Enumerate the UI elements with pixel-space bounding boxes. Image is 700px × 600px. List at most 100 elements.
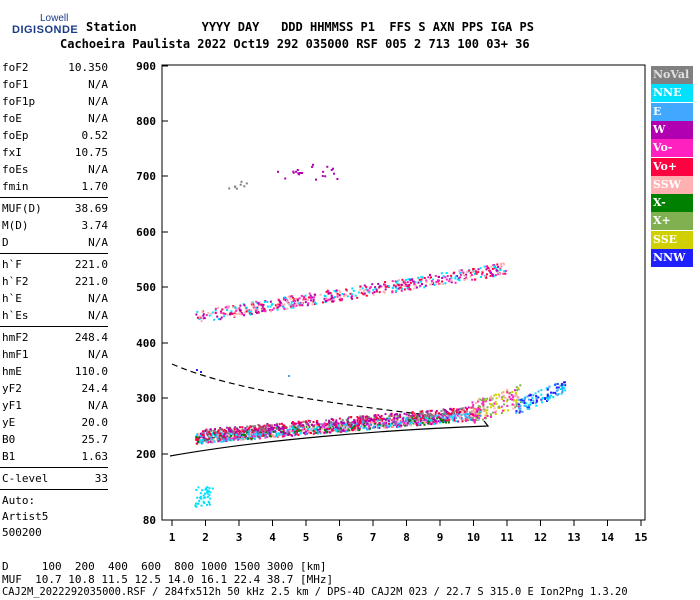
param-row-hmf2: hmF2 248.4 [2,329,108,346]
param-row-foe: foE N/A [2,110,108,127]
param-value: 0.52 [81,129,109,142]
param-value: 25.7 [81,433,109,446]
y-axis: 80 200 300 400 500 600 700 800 900 [136,60,168,527]
trace-dashed-curve [171,363,421,415]
param-label: MUF(D) [2,202,42,215]
param-row-foep: foEp 0.52 [2,127,108,144]
param-label: h`E [2,292,22,305]
param-label: foF1 [2,78,29,91]
param-value: 110.0 [74,365,108,378]
param-value: 221.0 [74,275,108,288]
param-value: N/A [88,399,108,412]
x-tick-label: 12 [534,531,547,544]
x-tick-label: 2 [202,531,209,544]
param-label: foF1p [2,95,36,108]
param-label: M(D) [2,219,29,232]
legend-item-nnw: NNW [651,249,693,267]
param-row-hmf1: hmF1 N/A [2,346,108,363]
param-label: D [2,236,9,249]
param-value: N/A [88,78,108,91]
x-tick-label: 6 [336,531,343,544]
x-tick-label: 14 [601,531,615,544]
x-tick-label: 4 [269,531,276,544]
trace-profile-curve [169,420,490,457]
legend-item-nne: NNE [651,84,693,103]
x-tick-label: 15 [634,531,647,544]
echo-points [194,163,567,508]
param-row-fxi: fxI 10.75 [2,144,108,161]
legend-item-xplus: X+ [651,212,693,231]
x-tick-label: 13 [567,531,580,544]
param-value: 3.74 [81,219,109,232]
param-value: 24.4 [81,382,109,395]
footer-muf-row: MUF 10.7 10.8 11.5 12.5 14.0 16.1 22.4 3… [2,573,334,586]
x-tick-label: 8 [403,531,410,544]
param-value: N/A [88,163,108,176]
legend-item-sse: SSE [651,230,693,249]
param-value: 20.0 [81,416,109,429]
logo-digisonde-text: DIGISONDE [12,24,79,36]
auto-scaling-line: Auto: [2,494,36,507]
param-row-fof1: foF1 N/A [2,76,108,93]
param-separator [0,489,108,490]
x-tick-label: 3 [236,531,243,544]
header-row-1: Station YYYY DAY DDD HHMMSS P1 FFS S AXN… [86,20,534,34]
param-value: N/A [88,95,108,108]
param-label: yF2 [2,382,22,395]
auto-scaling-line: 500200 [2,526,42,539]
header-row-2: Cachoeira Paulista 2022 Oct19 292 035000… [60,37,530,51]
param-row-mufd: MUF(D) 38.69 [2,200,108,217]
param-value: N/A [88,292,108,305]
param-label: yE [2,416,16,429]
plot-frame [161,64,646,521]
param-row-yf1: yF1 N/A [2,397,108,414]
param-label: hmF1 [2,348,29,361]
param-value: 10.75 [74,146,108,159]
param-value: 1.63 [81,450,109,463]
param-value: 248.4 [74,331,108,344]
y-tick-label: 500 [136,281,156,294]
param-row-hf: h`F 221.0 [2,256,108,273]
param-label: fmin [2,180,29,193]
param-value: N/A [88,348,108,361]
param-row-hf2: h`F2 221.0 [2,273,108,290]
param-label: C-level [2,472,49,485]
legend-item-e: E [651,102,693,121]
param-row-fmin: fmin 1.70 [2,178,108,195]
param-value: 33 [94,472,108,485]
param-label: h`Es [2,309,29,322]
param-row-hes: h`Es N/A [2,307,108,324]
legend-item-vominus: Vo- [651,139,693,158]
param-value: N/A [88,236,108,249]
param-separator [0,326,108,327]
param-row-b1: B1 1.63 [2,448,108,465]
param-value: 1.70 [81,180,109,193]
param-row-b0: B0 25.7 [2,431,108,448]
param-label: foEs [2,163,29,176]
param-label: fxI [2,146,22,159]
param-row-clevel: C-level 33 [2,470,108,487]
x-axis: 1 2 3 4 5 6 7 8 9 10 11 12 13 14 15 [169,520,648,544]
x-tick-label: 1 [169,531,176,544]
y-tick-label: 300 [136,392,156,405]
param-row-yf2: yF2 24.4 [2,380,108,397]
x-tick-label: 7 [370,531,377,544]
param-row-d: D N/A [2,234,108,251]
y-tick-label: 400 [136,337,156,350]
param-label: foEp [2,129,29,142]
param-row-fof2: foF2 10.350 [2,59,108,76]
param-separator [0,467,108,468]
param-label: h`F [2,258,22,271]
param-label: h`F2 [2,275,29,288]
y-tick-label: 800 [136,115,156,128]
x-tick-label: 9 [437,531,444,544]
y-tick-label: 900 [136,60,156,73]
param-label: B1 [2,450,16,463]
param-row-hme: hmE 110.0 [2,363,108,380]
param-row-md: M(D) 3.74 [2,217,108,234]
legend-item-w: W [651,120,693,139]
x-tick-label: 5 [303,531,310,544]
param-separator [0,197,108,198]
legend-item-noval: NoVal [651,66,693,84]
